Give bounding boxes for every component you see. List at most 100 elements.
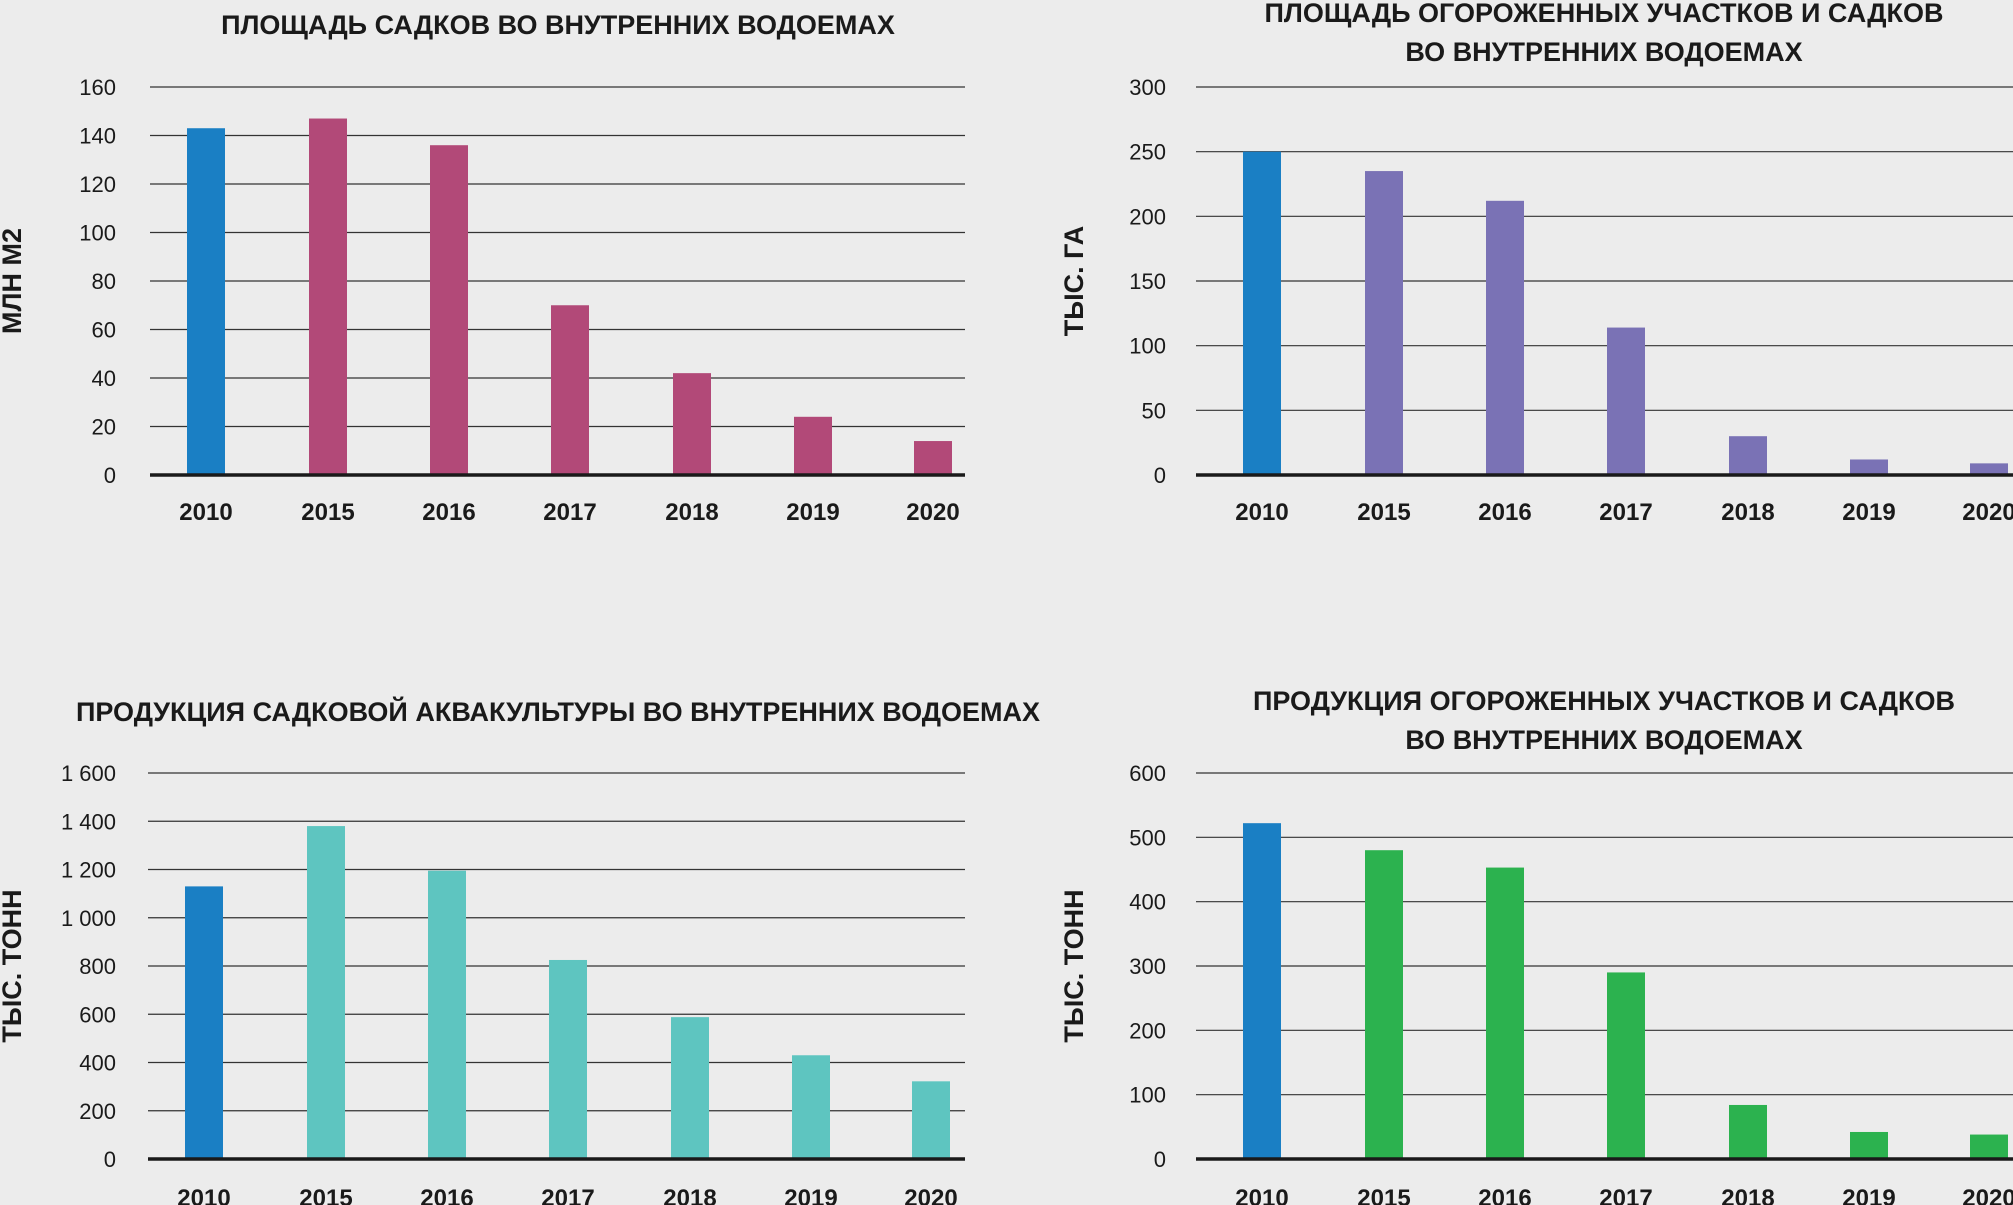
x-tick-label: 2010 <box>179 499 232 526</box>
bar-2019 <box>794 416 832 475</box>
y-tick-label: 100 <box>79 221 116 246</box>
bar-2019 <box>792 1055 830 1159</box>
x-tick-label: 2019 <box>784 1185 837 1205</box>
bar-2015 <box>1365 850 1403 1159</box>
y-tick-label: 60 <box>92 318 116 343</box>
y-tick-label: 160 <box>79 75 116 100</box>
x-tick-label: 2015 <box>301 499 354 526</box>
y-tick-label: 500 <box>1129 825 1166 850</box>
y-tick-label: 0 <box>104 463 116 488</box>
x-tick-label: 2020 <box>1962 1185 2013 1205</box>
bar-2018 <box>1729 436 1767 475</box>
y-tick-label: 1 400 <box>61 809 116 834</box>
y-tick-label: 80 <box>92 269 116 294</box>
y-tick-label: 0 <box>104 1147 116 1172</box>
bar-2017 <box>551 305 589 475</box>
bar-2017 <box>1607 327 1645 475</box>
bar-2019 <box>1850 1131 1888 1159</box>
chart-title-line: ВО ВНУТРЕННИХ ВОДОЕМАХ <box>1405 37 1802 67</box>
bar-2010 <box>185 886 223 1159</box>
chart-enclosure-production-svg: ПРОДУКЦИЯ ОГОРОЖЕННЫХ УЧАСТКОВ И САДКОВ В… <box>1059 686 2013 1205</box>
chart-cage-area-svg: ПЛОЩАДЬ САДКОВ ВО ВНУТРЕННИХ ВОДОЕМАХ МЛН… <box>0 10 965 526</box>
y-axis-label: МЛН М2 <box>0 228 27 334</box>
chart-cage-production: ПРОДУКЦИЯ САДКОВОЙ АКВАКУЛЬТУРЫ ВО ВНУТР… <box>0 590 1040 1205</box>
bar-2010 <box>187 128 225 475</box>
x-tick-label: 2018 <box>1721 499 1774 526</box>
bar-2020 <box>914 441 952 475</box>
y-axis-label: ТЫС. ТОНН <box>1059 889 1089 1042</box>
x-tick-label: 2020 <box>904 1185 957 1205</box>
x-tick-label: 2016 <box>1478 1185 1531 1205</box>
y-tick-label: 600 <box>1129 761 1166 786</box>
y-tick-label: 0 <box>1154 1147 1166 1172</box>
bar-2020 <box>1970 463 2008 475</box>
chart-cage-production-svg: ПРОДУКЦИЯ САДКОВОЙ АКВАКУЛЬТУРЫ ВО ВНУТР… <box>0 696 1040 1205</box>
y-tick-label: 50 <box>1142 398 1166 423</box>
x-tick-label: 2015 <box>1357 1185 1410 1205</box>
x-tick-label: 2015 <box>299 1185 352 1205</box>
bar-2010 <box>1243 151 1281 475</box>
bar-2015 <box>309 118 347 476</box>
x-tick-label: 2018 <box>665 499 718 526</box>
y-tick-label: 200 <box>79 1099 116 1124</box>
x-tick-label: 2020 <box>1962 499 2013 526</box>
bar-2015 <box>307 826 345 1159</box>
chart-enclosure-area-svg: ПЛОЩАДЬ ОГОРОЖЕННЫХ УЧАСТКОВ И САДКОВ ВО … <box>1059 0 2013 526</box>
x-tick-label: 2017 <box>1599 1185 1652 1205</box>
chart-enclosure-area: ПЛОЩАДЬ ОГОРОЖЕННЫХ УЧАСТКОВ И САДКОВ ВО … <box>1006 0 2013 590</box>
y-tick-label: 300 <box>1129 75 1166 100</box>
y-tick-label: 20 <box>92 415 116 440</box>
y-tick-label: 40 <box>92 366 116 391</box>
y-tick-label: 400 <box>1129 890 1166 915</box>
chart-title-line: ВО ВНУТРЕННИХ ВОДОЕМАХ <box>1405 725 1802 755</box>
chart-title-line: ПРОДУКЦИЯ ОГОРОЖЕННЫХ УЧАСТКОВ И САДКОВ <box>1253 686 1955 716</box>
x-tick-label: 2018 <box>1721 1185 1774 1205</box>
y-tick-label: 800 <box>79 954 116 979</box>
y-tick-label: 1 200 <box>61 858 116 883</box>
x-tick-label: 2010 <box>1235 499 1288 526</box>
bar-2017 <box>549 959 587 1159</box>
chart-cage-area: ПЛОЩАДЬ САДКОВ ВО ВНУТРЕННИХ ВОДОЕМАХ МЛН… <box>0 0 1006 590</box>
y-tick-label: 150 <box>1129 269 1166 294</box>
x-tick-label: 2019 <box>1842 1185 1895 1205</box>
chart-title-line: ПЛОЩАДЬ САДКОВ ВО ВНУТРЕННИХ ВОДОЕМАХ <box>221 10 895 40</box>
y-tick-label: 600 <box>79 1002 116 1027</box>
y-tick-label: 1 600 <box>61 761 116 786</box>
bar-2016 <box>430 145 468 475</box>
bar-2016 <box>428 870 466 1159</box>
x-tick-label: 2019 <box>786 499 839 526</box>
y-axis-label: ТЫС. ГА <box>1059 226 1089 337</box>
y-tick-label: 140 <box>79 124 116 149</box>
y-tick-label: 100 <box>1129 1083 1166 1108</box>
chart-enclosure-production: ПРОДУКЦИЯ ОГОРОЖЕННЫХ УЧАСТКОВ И САДКОВ В… <box>1006 590 2013 1205</box>
y-tick-label: 200 <box>1129 1018 1166 1043</box>
x-tick-label: 2010 <box>177 1185 230 1205</box>
x-tick-label: 2019 <box>1842 499 1895 526</box>
x-tick-label: 2016 <box>1478 499 1531 526</box>
x-tick-label: 2016 <box>422 499 475 526</box>
y-tick-label: 100 <box>1129 334 1166 359</box>
bar-2017 <box>1607 972 1645 1159</box>
bar-2020 <box>912 1081 950 1159</box>
bar-2016 <box>1486 867 1524 1159</box>
bar-2016 <box>1486 200 1524 475</box>
y-axis-label: ТЫС. ТОНН <box>0 889 27 1042</box>
y-tick-label: 1 000 <box>61 906 116 931</box>
bar-2018 <box>671 1017 709 1159</box>
x-tick-label: 2015 <box>1357 499 1410 526</box>
x-tick-label: 2016 <box>420 1185 473 1205</box>
x-tick-label: 2017 <box>543 499 596 526</box>
bar-2020 <box>1970 1134 2008 1159</box>
x-tick-label: 2020 <box>906 499 959 526</box>
bar-2010 <box>1243 823 1281 1159</box>
bar-2018 <box>1729 1104 1767 1159</box>
x-tick-label: 2017 <box>1599 499 1652 526</box>
bar-2015 <box>1365 171 1403 476</box>
bar-2018 <box>673 373 711 475</box>
y-tick-label: 250 <box>1129 140 1166 165</box>
y-tick-label: 400 <box>79 1051 116 1076</box>
bar-2019 <box>1850 459 1888 475</box>
y-tick-label: 0 <box>1154 463 1166 488</box>
x-tick-label: 2010 <box>1235 1185 1288 1205</box>
